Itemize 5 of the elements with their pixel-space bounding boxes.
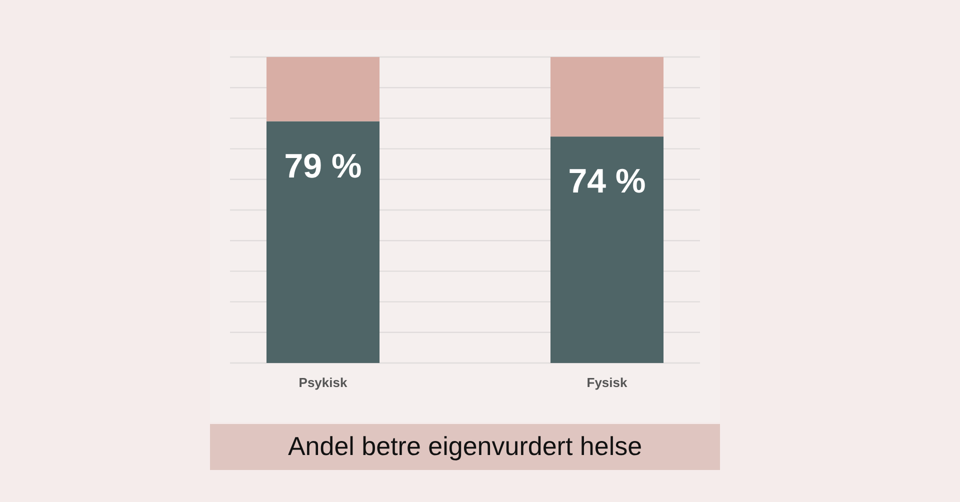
data-label: 79 % [284, 147, 362, 186]
text: Andel betre eigenvurdert helse [288, 431, 642, 461]
x-tick-label: Psykisk [298, 375, 348, 390]
data-label: 74 % [568, 162, 646, 201]
x-tick-label: Fysisk [586, 375, 628, 390]
